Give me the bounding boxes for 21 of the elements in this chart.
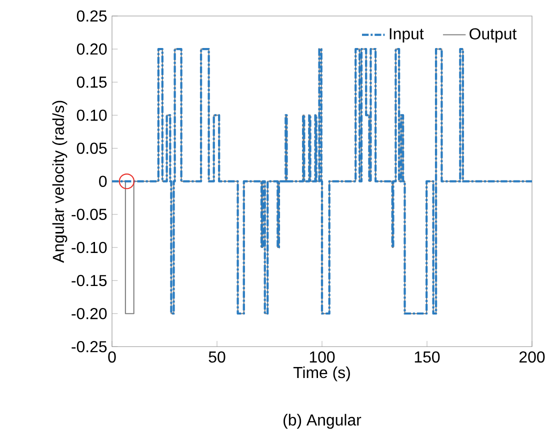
y-tick-label: -0.05 — [72, 208, 107, 220]
y-tick-label: 0.25 — [76, 10, 107, 22]
legend-label: Output — [470, 28, 517, 43]
text: (b) Angular — [284, 414, 362, 429]
x-tick-label: 50 — [208, 351, 226, 363]
y-tick-label: 0.15 — [76, 76, 107, 88]
y-tick-label: -0.15 — [72, 274, 107, 286]
x-axis-title: Time (s) — [293, 366, 350, 382]
y-tick-label: 0 — [99, 176, 107, 187]
y-tick-label: 0.10 — [76, 110, 107, 121]
y-tick-label: 0.05 — [76, 142, 107, 154]
x-tick-label: 150 — [414, 351, 440, 363]
y-tick-label: -0.20 — [72, 308, 107, 320]
y-tick-label: -0.10 — [72, 242, 107, 254]
x-tick-label: 200 — [520, 351, 545, 363]
y-tick-label: 0.20 — [76, 43, 107, 55]
x-tick-label: 0 — [108, 351, 116, 363]
y-axis-title: Angular velocity (rad/s) — [52, 100, 68, 263]
y-tick-label: -0.25 — [72, 341, 107, 352]
legend-label: Input — [390, 28, 424, 43]
x-tick-label: 100 — [310, 351, 335, 363]
